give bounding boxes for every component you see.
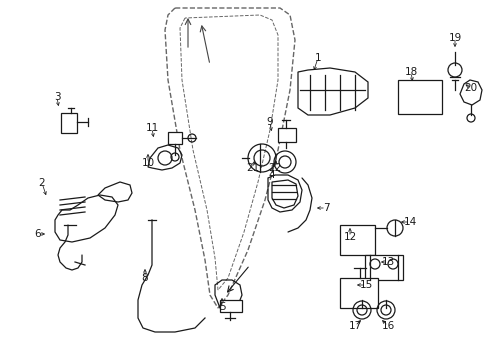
Text: 1: 1 [314,53,321,63]
Text: 20: 20 [464,83,477,93]
Text: 10: 10 [141,158,154,168]
Text: 17: 17 [347,321,361,331]
Bar [61,113,77,133]
Text: 6: 6 [35,229,41,239]
Text: 2: 2 [39,178,45,188]
Text: 12: 12 [343,232,356,242]
Text: 7: 7 [322,203,328,213]
Bar [278,128,295,142]
Text: 14: 14 [403,217,416,227]
Text: 5: 5 [218,302,225,312]
Text: 3: 3 [54,92,60,102]
Text: 19: 19 [447,33,461,43]
Text: 9: 9 [266,117,273,127]
Bar [364,255,402,280]
Text: 18: 18 [404,67,417,77]
Bar [339,278,377,308]
Bar [168,132,182,144]
Text: 4: 4 [268,170,275,180]
Text: 16: 16 [381,321,394,331]
Bar [220,300,242,312]
Bar [339,225,374,255]
Bar [397,80,441,114]
Text: 13: 13 [381,257,394,267]
Text: 8: 8 [142,273,148,283]
Text: 21: 21 [246,163,259,173]
Bar [399,82,439,112]
Text: 11: 11 [145,123,158,133]
Text: 22: 22 [268,163,281,173]
Text: 15: 15 [359,280,372,290]
